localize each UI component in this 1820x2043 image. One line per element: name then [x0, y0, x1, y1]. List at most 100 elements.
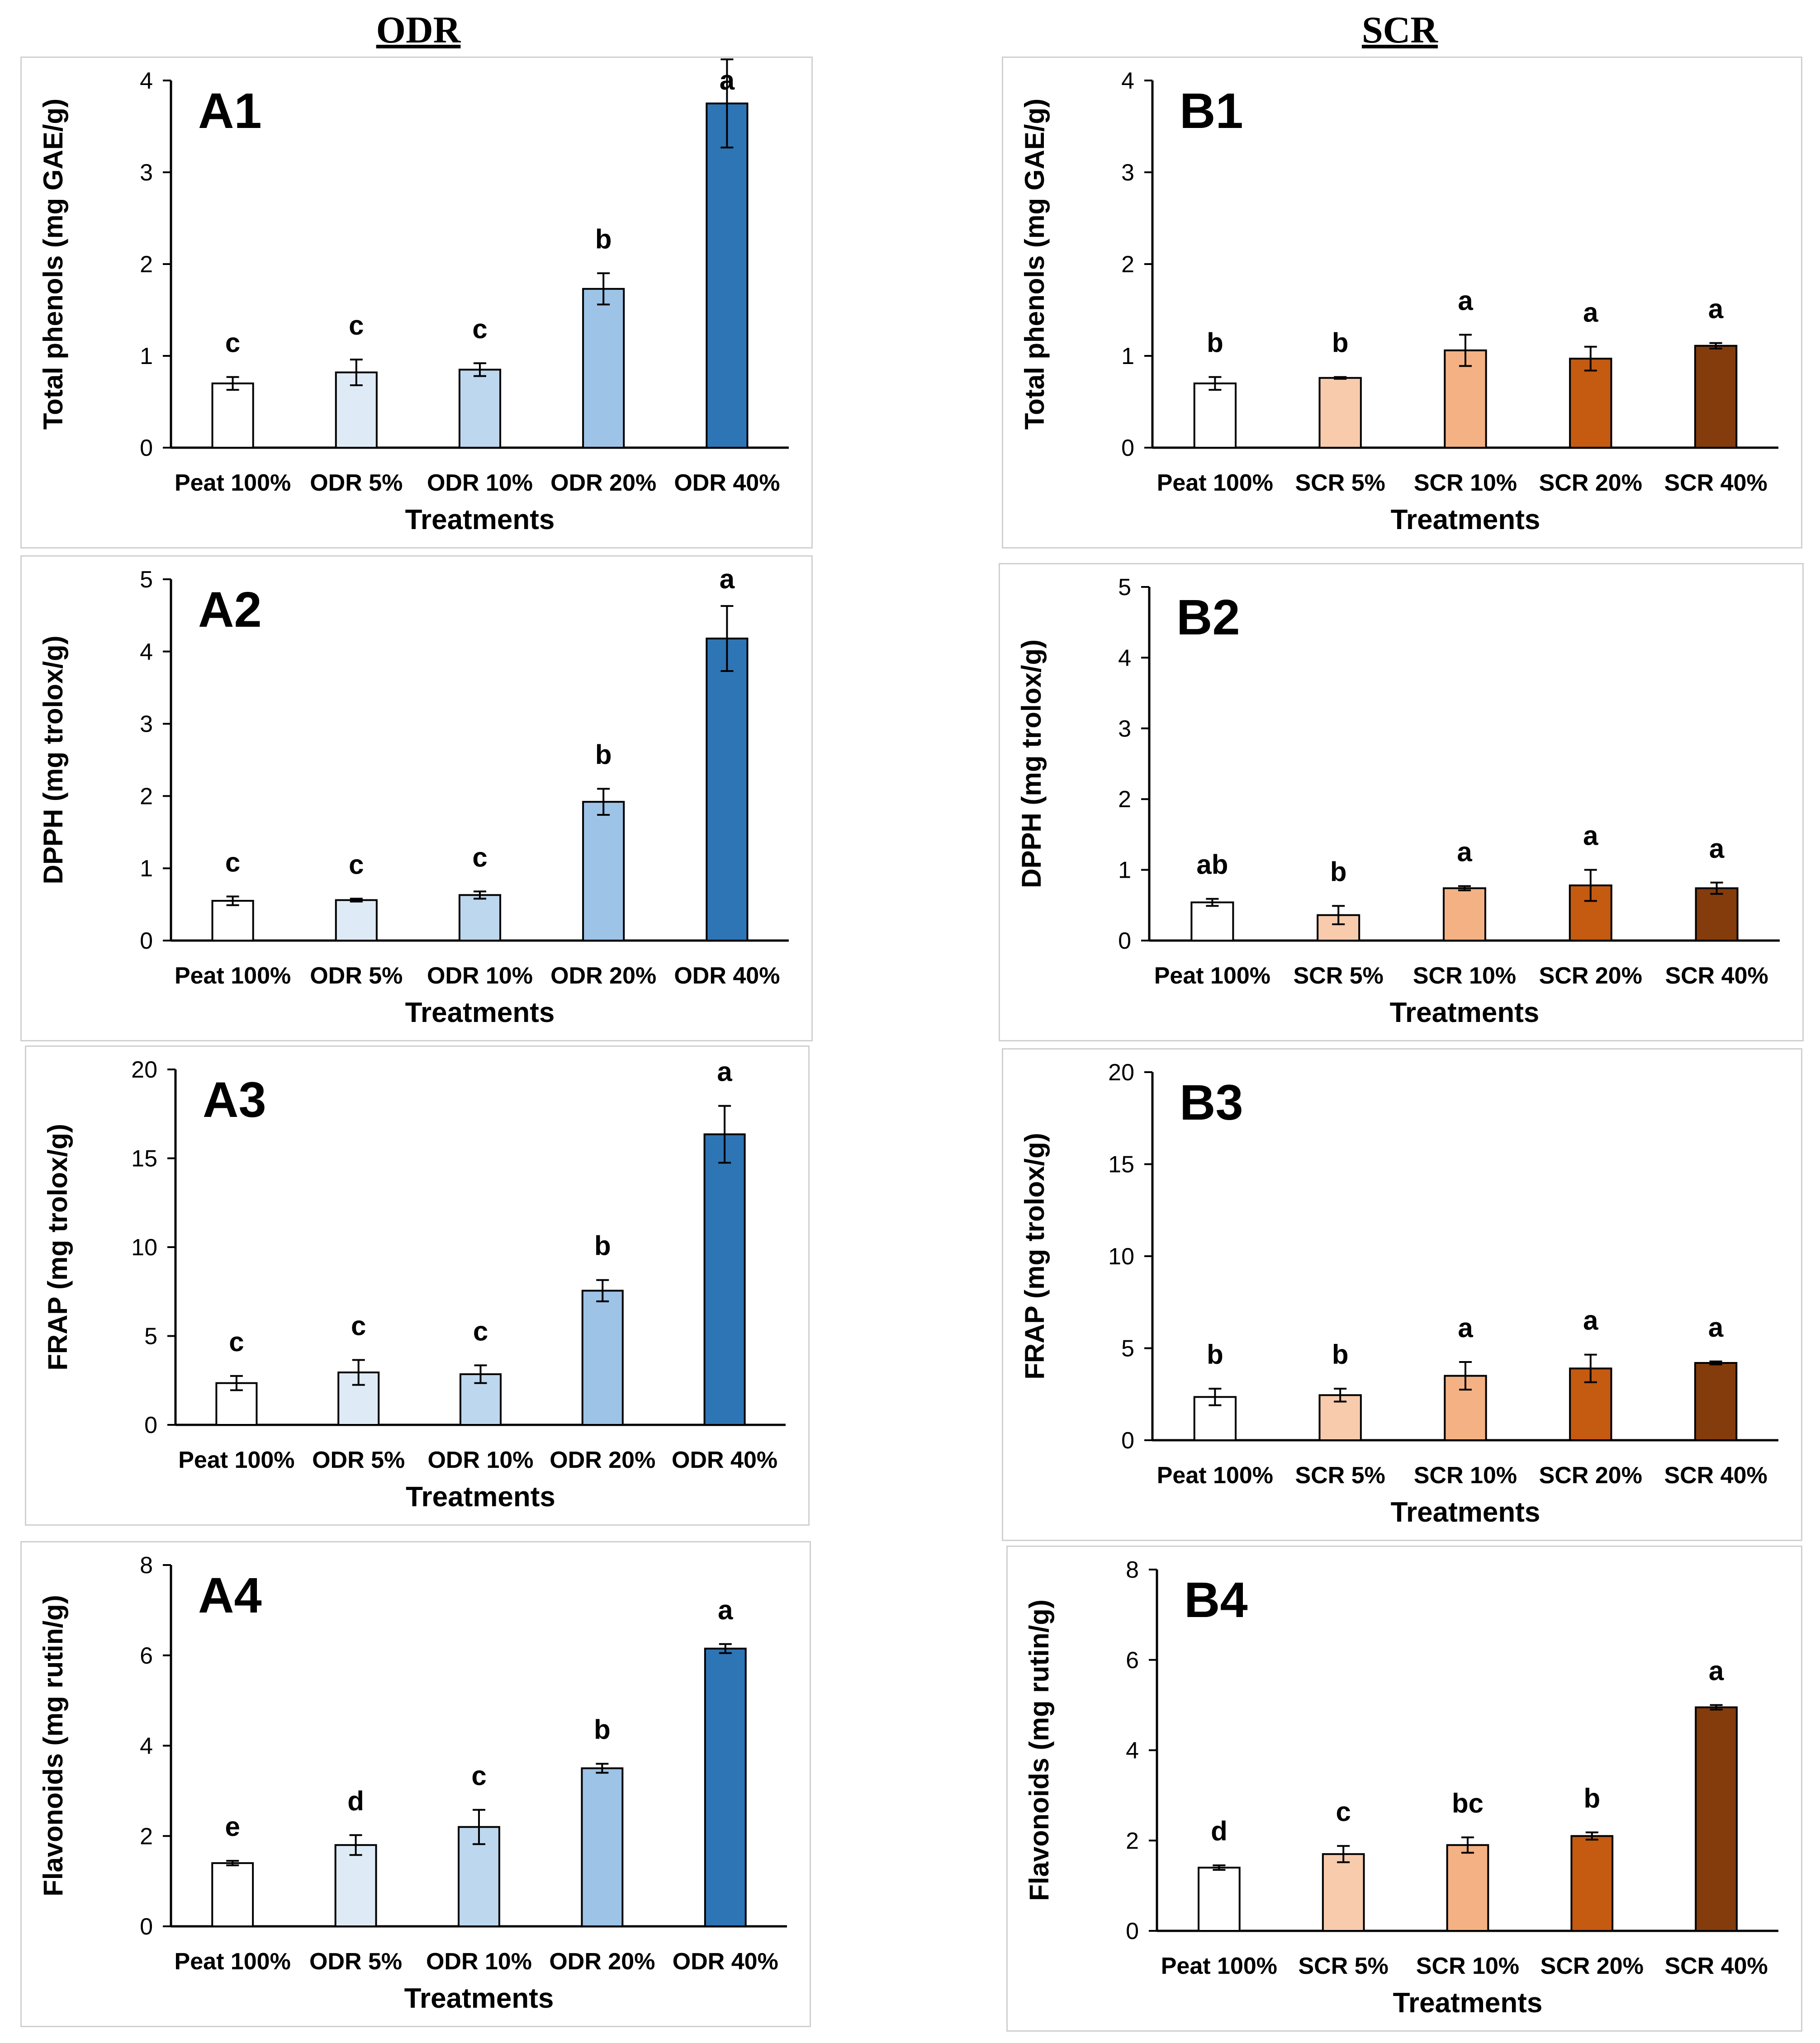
x-tick-label: SCR 20% — [1540, 1953, 1644, 1979]
bar-peat-100 — [211, 382, 254, 449]
y-axis-label: DPPH (mg trolox/g) — [1016, 639, 1047, 888]
chart-panel-a3: 0 5 10 15 20 A3 FRAP (mg trolox/g) Treatments c P… — [25, 1045, 810, 1526]
bar-peat-100 — [1193, 382, 1237, 449]
bar-scr-5 — [1318, 1394, 1362, 1441]
significance-letter: a — [1457, 837, 1472, 867]
significance-letter: c — [351, 1311, 366, 1341]
x-axis-label: Treatments — [1391, 504, 1540, 535]
x-tick-label: ODR 20% — [549, 1948, 655, 1975]
significance-letter: a — [1458, 1313, 1473, 1343]
bar-scr-20 — [1569, 358, 1612, 449]
significance-letter: b — [1332, 328, 1349, 358]
chart-panel-b1: 0 1 2 3 4 B1 Total phenols (mg GAE/g) Treatment… — [1002, 57, 1802, 549]
significance-letter: b — [1332, 1339, 1349, 1370]
significance-letter: c — [472, 314, 487, 344]
significance-letter: c — [349, 849, 364, 880]
x-tick-label: Peat 100% — [175, 470, 291, 496]
bar-odr-10 — [458, 369, 502, 449]
panel-title: A2 — [198, 582, 262, 638]
significance-letter: a — [1458, 285, 1473, 316]
chart-svg: 0 1 2 3 4 B1 Total phenols (mg GAE/g) Treatment… — [1019, 68, 1778, 535]
significance-letter: b — [1330, 856, 1347, 887]
chart-panel-b3: 0 5 10 15 20 B3 FRAP (mg trolox/g) Treatments b P… — [1002, 1048, 1802, 1541]
y-tick-label: 20 — [131, 1057, 157, 1083]
x-axis-label: Treatments — [405, 997, 555, 1028]
y-tick-label: 8 — [1126, 1557, 1139, 1583]
x-tick-label: ODR 10% — [426, 1948, 532, 1975]
x-tick-label: SCR 20% — [1539, 963, 1642, 989]
significance-letter: a — [1709, 1656, 1724, 1686]
y-tick-label: 0 — [140, 435, 153, 461]
x-tick-label: SCR 20% — [1539, 1462, 1642, 1489]
significance-letter: c — [225, 847, 240, 878]
y-axis-label: FRAP (mg trolox/g) — [1019, 1133, 1050, 1380]
y-tick-label: 2 — [1118, 786, 1131, 813]
significance-letter: a — [720, 564, 735, 594]
x-tick-label: Peat 100% — [178, 1447, 294, 1473]
x-tick-label: SCR 5% — [1295, 470, 1385, 496]
bar-scr-10 — [1446, 1844, 1489, 1932]
y-tick-label: 10 — [131, 1234, 157, 1261]
significance-letter: bc — [1452, 1788, 1483, 1818]
x-axis-label: Treatments — [1391, 1497, 1540, 1528]
bar-odr-5 — [334, 1844, 377, 1927]
x-tick-label: ODR 10% — [427, 470, 533, 496]
significance-letter: ab — [1196, 850, 1228, 880]
significance-letter: a — [1583, 298, 1598, 328]
bar-odr-40 — [704, 1647, 747, 1928]
y-tick-label: 5 — [144, 1324, 157, 1350]
bar-odr-20 — [582, 801, 625, 942]
y-tick-label: 0 — [140, 1914, 153, 1940]
significance-letter: b — [594, 1714, 611, 1745]
bar-scr-40 — [1694, 345, 1738, 449]
panel-title: B3 — [1180, 1075, 1243, 1130]
significance-letter: a — [1583, 1305, 1598, 1336]
x-tick-label: SCR 10% — [1416, 1953, 1519, 1979]
y-tick-label: 3 — [1121, 160, 1134, 186]
y-tick-label: 6 — [1126, 1647, 1139, 1674]
significance-letter: d — [347, 1786, 364, 1816]
y-tick-label: 15 — [131, 1146, 157, 1172]
y-tick-label: 4 — [140, 1733, 153, 1759]
bar-scr-10 — [1442, 887, 1487, 941]
x-axis-label: Treatments — [1393, 1987, 1543, 2019]
column-title-scr: SCR — [1361, 9, 1438, 51]
x-tick-label: SCR 40% — [1665, 963, 1768, 989]
y-tick-label: 4 — [1126, 1738, 1139, 1764]
x-tick-label: ODR 10% — [427, 1447, 533, 1473]
panel-title: B4 — [1184, 1572, 1248, 1628]
y-axis-label: Total phenols (mg GAE/g) — [1019, 99, 1050, 430]
x-tick-label: ODR 10% — [427, 963, 533, 989]
x-axis-label: Treatments — [406, 1481, 555, 1513]
chart-svg: 0 2 4 6 8 A4 Flavonoids (mg rutin/g) Treatments… — [38, 1552, 787, 2014]
bar-scr-40 — [1694, 1362, 1738, 1441]
y-tick-label: 3 — [140, 711, 153, 738]
x-tick-label: ODR 40% — [674, 470, 780, 496]
chart-svg: 0 5 10 15 20 B3 FRAP (mg trolox/g) Treatments b P… — [1019, 1059, 1778, 1528]
y-tick-label: 0 — [1118, 928, 1131, 954]
significance-letter: a — [1708, 1312, 1724, 1343]
significance-letter: a — [720, 65, 735, 95]
y-tick-label: 0 — [1121, 1428, 1134, 1454]
significance-letter: c — [471, 1760, 486, 1791]
y-tick-label: 1 — [140, 343, 153, 369]
significance-letter: b — [595, 224, 612, 254]
x-tick-label: Peat 100% — [175, 1948, 291, 1975]
y-tick-label: 3 — [140, 160, 153, 186]
bar-peat-100 — [1198, 1867, 1241, 1932]
y-tick-label: 2 — [1121, 251, 1134, 278]
x-tick-label: Peat 100% — [1161, 1953, 1277, 1979]
panel-title: A1 — [198, 83, 262, 139]
chart-svg: 0 1 2 3 4 5 A2 DPPH (mg trolox/g) Treatments c Pea… — [38, 564, 789, 1028]
x-axis-label: Treatments — [1390, 997, 1540, 1028]
y-tick-label: 4 — [1118, 645, 1131, 671]
x-axis-label: Treatments — [404, 1983, 554, 2014]
significance-letter: b — [594, 1231, 611, 1261]
bar-odr-10 — [458, 894, 502, 941]
significance-letter: c — [349, 310, 364, 340]
x-tick-label: ODR 5% — [310, 963, 403, 989]
significance-letter: b — [1583, 1783, 1600, 1813]
significance-letter: c — [225, 328, 240, 358]
chart-panel-a2: 0 1 2 3 4 5 A2 DPPH (mg trolox/g) Treatments c Pea… — [20, 555, 813, 1041]
significance-letter: c — [229, 1327, 244, 1357]
